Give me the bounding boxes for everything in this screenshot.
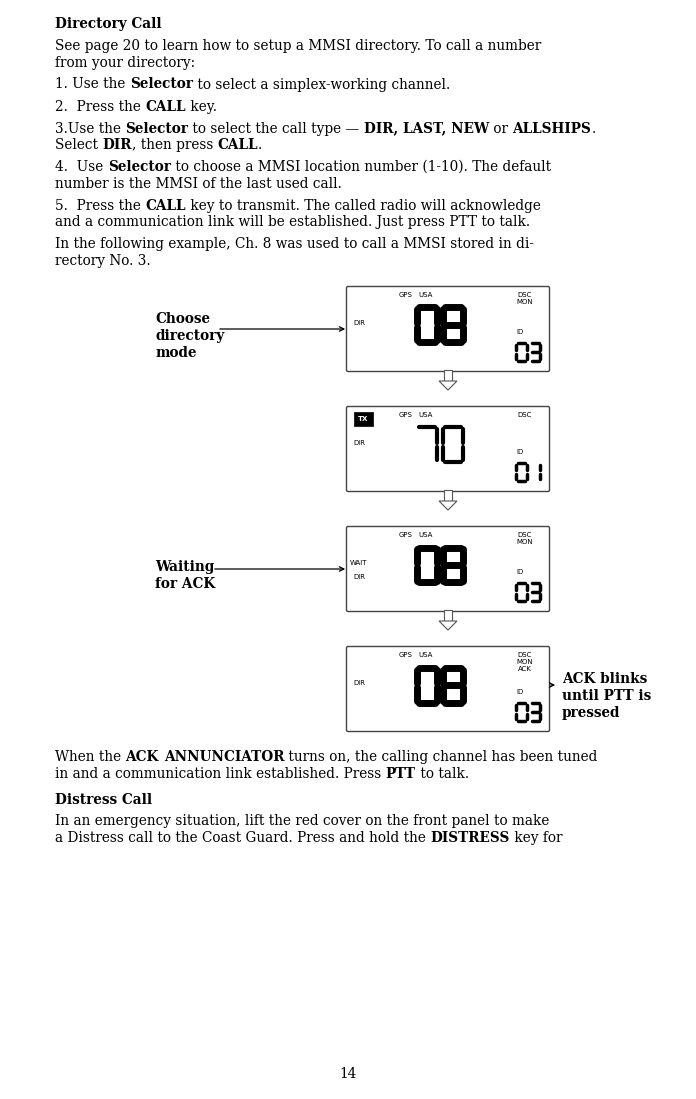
- Text: DIR: DIR: [353, 680, 365, 686]
- Text: DIR: DIR: [353, 440, 365, 446]
- Text: .: .: [592, 122, 596, 135]
- Text: USA: USA: [419, 532, 433, 539]
- Text: pressed: pressed: [562, 706, 621, 720]
- Text: ID: ID: [516, 569, 523, 575]
- Text: GPS: GPS: [399, 292, 413, 298]
- Text: DSC
MON
ACK: DSC MON ACK: [516, 652, 533, 671]
- Text: to select a simplex-working channel.: to select a simplex-working channel.: [193, 78, 450, 91]
- Text: CALL: CALL: [145, 100, 186, 113]
- Text: DISTRESS: DISTRESS: [430, 831, 509, 845]
- Text: or: or: [489, 122, 512, 135]
- Text: for ACK: for ACK: [155, 577, 215, 591]
- Text: 14: 14: [340, 1067, 356, 1081]
- Bar: [444, 370, 452, 381]
- Text: 2.  Press the: 2. Press the: [55, 100, 145, 113]
- Text: DIR: DIR: [353, 320, 365, 326]
- Text: from your directory:: from your directory:: [55, 56, 195, 69]
- Text: directory: directory: [155, 329, 224, 343]
- Text: USA: USA: [419, 412, 433, 418]
- Text: Selector: Selector: [129, 78, 193, 91]
- FancyBboxPatch shape: [354, 412, 372, 426]
- Text: 1. Use the: 1. Use the: [55, 78, 129, 91]
- Text: GPS: GPS: [399, 652, 413, 658]
- Text: to select the call type —: to select the call type —: [189, 122, 364, 135]
- Text: Waiting: Waiting: [155, 560, 214, 574]
- Polygon shape: [439, 621, 457, 630]
- Text: rectory No. 3.: rectory No. 3.: [55, 254, 150, 267]
- Text: a Distress call to the Coast Guard. Press and hold the: a Distress call to the Coast Guard. Pres…: [55, 831, 430, 845]
- Text: in and a communication link established. Press: in and a communication link established.…: [55, 766, 386, 780]
- Text: USA: USA: [419, 652, 433, 658]
- Bar: [444, 610, 452, 621]
- Text: number is the MMSI of the last used call.: number is the MMSI of the last used call…: [55, 177, 342, 190]
- Text: Selector: Selector: [125, 122, 189, 135]
- Text: CALL: CALL: [218, 138, 258, 152]
- Text: ACK: ACK: [125, 750, 164, 764]
- Text: DIR: DIR: [102, 138, 132, 152]
- Text: to talk.: to talk.: [416, 766, 468, 780]
- Text: DIR: DIR: [353, 574, 365, 580]
- Polygon shape: [439, 501, 457, 510]
- Text: GPS: GPS: [399, 412, 413, 418]
- Text: PTT: PTT: [386, 766, 416, 780]
- Text: Select: Select: [55, 138, 102, 152]
- Text: key for: key for: [509, 831, 562, 845]
- Text: ACK blinks: ACK blinks: [562, 671, 647, 686]
- Polygon shape: [439, 381, 457, 390]
- Text: ID: ID: [516, 689, 523, 695]
- Text: 5.  Press the: 5. Press the: [55, 199, 145, 212]
- Text: 3.Use the: 3.Use the: [55, 122, 125, 135]
- Text: DIR, LAST, NEW: DIR, LAST, NEW: [364, 122, 489, 135]
- Text: TX: TX: [358, 417, 368, 422]
- Text: WAIT: WAIT: [350, 560, 367, 566]
- Text: DSC
MON: DSC MON: [516, 532, 533, 545]
- Text: key.: key.: [186, 100, 216, 113]
- Text: DSC: DSC: [518, 412, 532, 418]
- Text: USA: USA: [419, 292, 433, 298]
- Text: ANNUNCIATOR: ANNUNCIATOR: [164, 750, 284, 764]
- FancyBboxPatch shape: [347, 526, 550, 611]
- Text: In the following example, Ch. 8 was used to call a MMSI stored in di-: In the following example, Ch. 8 was used…: [55, 237, 534, 251]
- Text: CALL: CALL: [145, 199, 186, 212]
- Text: ALLSHIPS: ALLSHIPS: [512, 122, 592, 135]
- Text: mode: mode: [155, 346, 196, 360]
- FancyBboxPatch shape: [347, 287, 550, 371]
- Text: until PTT is: until PTT is: [562, 689, 651, 703]
- Text: ID: ID: [516, 449, 523, 455]
- Text: to choose a MMSI location number (1-10). The default: to choose a MMSI location number (1-10).…: [171, 160, 551, 174]
- Text: See page 20 to learn how to setup a MMSI directory. To call a number: See page 20 to learn how to setup a MMSI…: [55, 38, 541, 53]
- Text: ID: ID: [516, 329, 523, 335]
- Text: Choose: Choose: [155, 312, 210, 326]
- Text: and a communication link will be established. Just press PTT to talk.: and a communication link will be establi…: [55, 215, 530, 229]
- Text: turns on, the calling channel has been tuned: turns on, the calling channel has been t…: [284, 750, 597, 764]
- Text: Distress Call: Distress Call: [55, 792, 152, 807]
- Text: When the: When the: [55, 750, 125, 764]
- Text: .: .: [258, 138, 262, 152]
- Text: Selector: Selector: [108, 160, 171, 174]
- Text: In an emergency situation, lift the red cover on the front panel to make: In an emergency situation, lift the red …: [55, 814, 549, 829]
- Text: Directory Call: Directory Call: [55, 16, 161, 31]
- Text: key to transmit. The called radio will acknowledge: key to transmit. The called radio will a…: [186, 199, 541, 212]
- Text: DSC
MON: DSC MON: [516, 292, 533, 306]
- FancyBboxPatch shape: [347, 407, 550, 491]
- FancyBboxPatch shape: [347, 646, 550, 732]
- Text: , then press: , then press: [132, 138, 218, 152]
- Bar: [444, 490, 452, 501]
- Text: 4.  Use: 4. Use: [55, 160, 108, 174]
- Text: GPS: GPS: [399, 532, 413, 539]
